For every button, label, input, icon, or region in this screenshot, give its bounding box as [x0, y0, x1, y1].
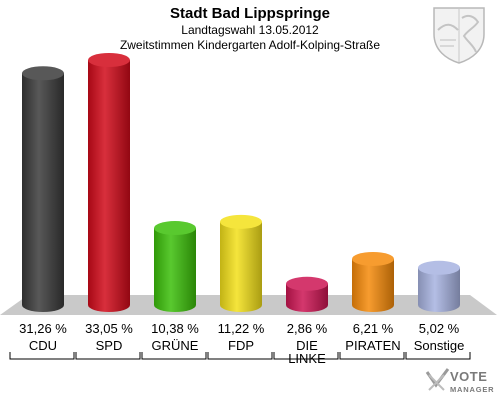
- value-label: 6,21 %: [353, 321, 394, 336]
- chart-subtitle: Landtagswahl 13.05.2012: [181, 23, 319, 37]
- category-dividers-group: [9, 352, 471, 360]
- chart-title: Stadt Bad Lippspringe: [169, 5, 330, 22]
- bar-fdp: [220, 221, 262, 312]
- bar-top-cdu: [22, 66, 64, 81]
- bar-top-sonstige: [418, 260, 460, 275]
- value-label: 10,38 %: [151, 321, 199, 336]
- bar-top-die-linke: [286, 276, 328, 291]
- bars-group: [22, 53, 460, 312]
- value-label: 31,26 %: [19, 321, 67, 336]
- bar-piraten: [352, 258, 394, 312]
- logo-text-vote: VOTE: [450, 369, 487, 384]
- value-label: 5,02 %: [419, 321, 460, 336]
- chart-subtitle-detail: Zweitstimmen Kindergarten Adolf-Kolping-…: [119, 38, 381, 52]
- category-label: CDU: [29, 338, 57, 353]
- bar-cdu: [22, 73, 64, 312]
- vote-manager-logo: VOTE MANAGER: [425, 368, 494, 394]
- category-label: FDP: [228, 338, 254, 353]
- bar-grüne: [154, 228, 196, 312]
- value-labels-group: 31,26 % 33,05 % 10,38 % 11,22 % 2,86 % 6,21 %…: [19, 321, 460, 336]
- category-label: GRÜNE: [152, 338, 199, 353]
- coat-of-arms-icon: [433, 7, 485, 64]
- value-label: 2,86 %: [287, 321, 328, 336]
- logo-text-manager: MANAGER: [450, 385, 494, 394]
- bar-sonstige: [418, 267, 460, 312]
- category-divider: [207, 352, 273, 360]
- bar-die-linke: [286, 283, 328, 312]
- category-label: SPD: [96, 338, 123, 353]
- category-divider: [405, 352, 471, 360]
- bar-top-spd: [88, 53, 130, 67]
- category-divider: [75, 352, 141, 360]
- bar-top-fdp: [220, 214, 262, 229]
- category-label: PIRATEN: [345, 338, 400, 353]
- value-label: 33,05 %: [85, 321, 133, 336]
- bar-top-grüne: [154, 221, 196, 236]
- value-label: 11,22 %: [218, 321, 265, 336]
- category-label: Sonstige: [414, 338, 465, 353]
- category-divider: [141, 352, 207, 360]
- category-label: DIE: [296, 338, 318, 353]
- bar-spd: [88, 60, 130, 312]
- bar-top-piraten: [352, 251, 394, 266]
- category-divider: [339, 352, 405, 360]
- category-divider: [273, 352, 339, 360]
- category-divider: [9, 352, 75, 360]
